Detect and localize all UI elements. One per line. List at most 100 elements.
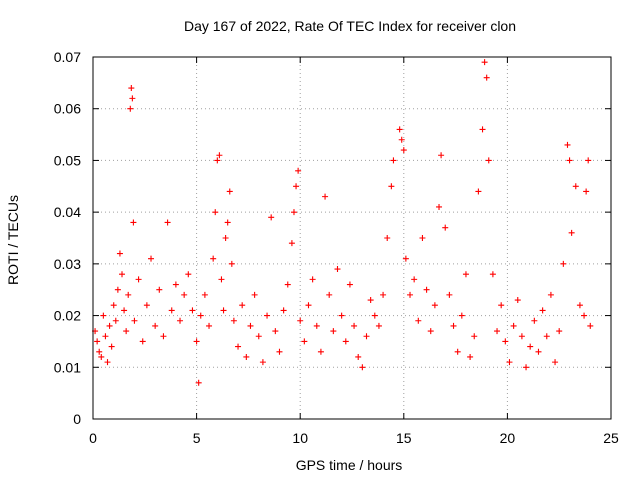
data-point <box>102 333 109 340</box>
data-point <box>547 291 554 298</box>
data-point <box>259 359 266 366</box>
data-point <box>224 219 231 226</box>
data-point <box>201 291 208 298</box>
x-tick-label: 10 <box>292 430 308 446</box>
data-point <box>288 240 295 247</box>
data-point <box>276 348 283 355</box>
data-point <box>471 333 478 340</box>
data-point <box>195 379 202 386</box>
data-point <box>523 364 530 371</box>
data-point <box>125 291 132 298</box>
data-point <box>415 317 422 324</box>
data-point <box>290 209 297 216</box>
data-point <box>206 322 213 329</box>
data-point <box>135 276 142 283</box>
data-point <box>355 353 362 360</box>
data-point <box>419 235 426 241</box>
data-point <box>566 157 573 164</box>
data-point <box>402 255 409 262</box>
data-point <box>112 317 119 324</box>
y-tick-label: 0.06 <box>54 101 81 117</box>
data-point <box>411 276 418 283</box>
data-point <box>96 348 103 355</box>
data-point <box>446 291 453 298</box>
data-point <box>106 322 113 329</box>
data-point <box>483 74 490 81</box>
data-point <box>220 307 227 314</box>
plot-frame <box>92 56 612 420</box>
data-point <box>128 85 135 92</box>
data-point <box>212 209 219 216</box>
data-point <box>295 167 302 174</box>
data-point <box>160 333 167 340</box>
data-point <box>268 214 275 221</box>
data-point <box>110 302 117 309</box>
data-point <box>164 219 171 226</box>
y-tick-label: 0.03 <box>54 256 81 272</box>
data-point <box>172 281 179 288</box>
data-point <box>407 291 414 298</box>
data-point <box>527 343 534 350</box>
data-point <box>556 328 563 335</box>
data-point <box>489 271 496 278</box>
grid-lines <box>93 57 611 419</box>
data-point <box>193 338 200 345</box>
data-point <box>375 322 382 329</box>
data-point <box>539 307 546 314</box>
data-point <box>543 333 550 340</box>
data-point <box>108 343 115 350</box>
y-tick-label: 0.04 <box>54 204 81 220</box>
data-point <box>371 312 378 319</box>
data-point <box>510 322 517 329</box>
data-point <box>585 157 592 164</box>
data-point <box>280 307 287 314</box>
data-point <box>384 235 391 241</box>
data-point <box>235 343 242 350</box>
data-point <box>560 260 567 267</box>
data-point <box>284 281 291 288</box>
data-point <box>94 338 101 345</box>
data-point <box>243 353 250 360</box>
data-point <box>148 255 155 262</box>
data-point <box>313 322 320 329</box>
data-point <box>359 364 366 371</box>
data-point <box>301 338 308 345</box>
data-point <box>297 317 304 324</box>
data-point <box>152 322 159 329</box>
x-tick-label: 5 <box>193 430 201 446</box>
data-point <box>498 302 505 309</box>
data-point <box>475 188 482 195</box>
data-point <box>462 271 469 278</box>
data-point <box>251 291 258 298</box>
data-point <box>351 322 358 329</box>
data-point <box>226 188 233 195</box>
data-point <box>272 328 279 335</box>
x-tick-label: 0 <box>89 430 97 446</box>
data-point <box>581 312 588 319</box>
data-point <box>114 286 121 293</box>
data-point <box>531 317 538 324</box>
data-point <box>143 302 150 309</box>
y-tick-label: 0 <box>73 411 81 427</box>
axis-ticks: 0 5 10 15 20 25 0 0.01 0.02 0.03 0.04 0.05 0.06 0.07 <box>54 49 619 446</box>
data-point <box>189 307 196 314</box>
data-point <box>228 260 235 267</box>
data-point <box>98 353 105 360</box>
y-axis-label: ROTI / TECUs <box>5 195 21 285</box>
data-point <box>264 312 271 319</box>
y-tick-label: 0.05 <box>54 152 81 168</box>
data-point <box>423 286 430 293</box>
data-point <box>131 317 138 324</box>
data-point <box>121 307 128 314</box>
data-point <box>564 141 571 148</box>
data-point <box>239 302 246 309</box>
data-point <box>214 157 221 164</box>
data-point <box>293 183 300 190</box>
data-point <box>210 255 217 262</box>
data-point <box>338 312 345 319</box>
data-point <box>185 271 192 278</box>
data-point <box>481 59 488 66</box>
data-point <box>514 297 521 304</box>
data-point <box>436 203 443 210</box>
data-point <box>400 147 407 154</box>
